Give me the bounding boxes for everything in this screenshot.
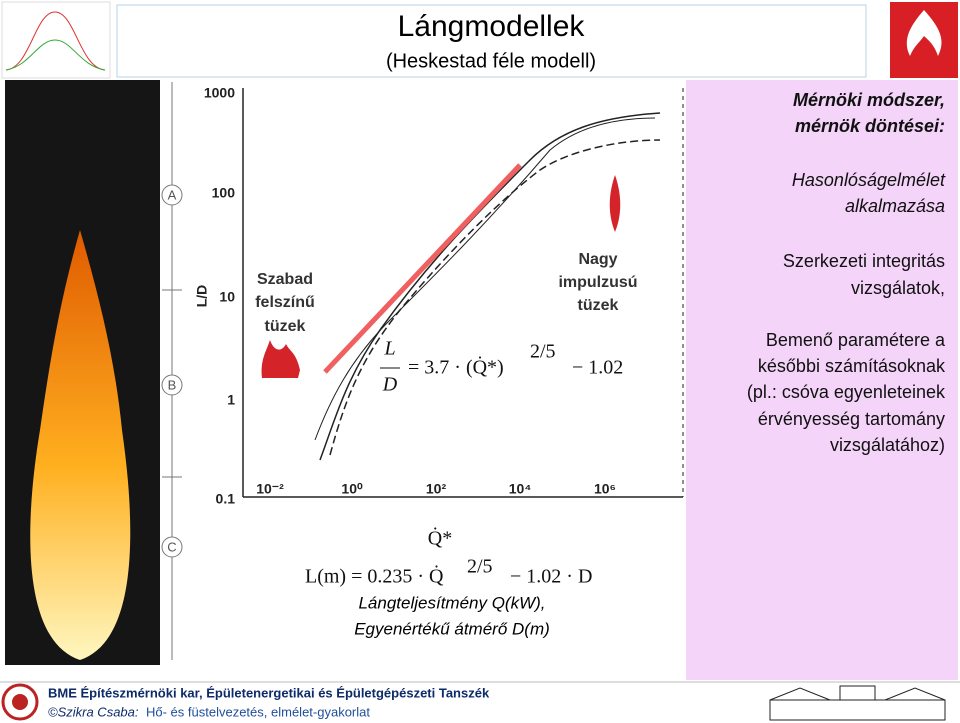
legend-line: Egyenértékű átmérő D(m) — [354, 619, 550, 638]
zone-circle — [161, 536, 183, 558]
zone-label: C — [167, 539, 176, 554]
side-text: Bemenő paramétere a — [766, 330, 946, 350]
subtitle: (Heskestad féle modell) — [386, 50, 596, 72]
side-heading: mérnök döntései: — [795, 116, 945, 136]
footer-author: ©Szikra Csaba: — [48, 704, 139, 719]
annotation: impulzusú — [558, 274, 637, 291]
formula-tail: − 1.02 — [572, 357, 623, 379]
side-text: vizsgálatok, — [851, 278, 945, 298]
footer-logo-core — [12, 694, 28, 710]
annotation: felszínű — [255, 294, 315, 311]
y-tick-label: 1 — [227, 392, 235, 408]
footer-building — [769, 685, 946, 721]
zone-label: B — [168, 377, 177, 392]
flame — [30, 230, 131, 660]
footer-institution: BME Építészmérnöki kar, Épületenergetika… — [48, 685, 490, 700]
y-tick-label: 0.1 — [216, 491, 236, 507]
fit-line — [323, 163, 522, 374]
legend-line: Lángteljesítmény Q(kW), — [358, 593, 545, 612]
x-tick-label: 10² — [426, 481, 447, 497]
side-text: Szerkezeti integritás — [783, 251, 945, 271]
zone-circle — [161, 184, 183, 206]
annotation: tüzek — [265, 318, 306, 335]
title: Lángmodellek — [398, 10, 586, 43]
x-axis-label: Q̇* — [428, 526, 452, 550]
x-tick-label: 10⁴ — [509, 481, 532, 497]
side-text: vizsgálatához) — [830, 435, 945, 455]
side-method: Hasonlóságelmélet — [792, 170, 946, 190]
y-tick-label: 100 — [212, 185, 236, 201]
curve — [329, 139, 661, 456]
side-text: későbbi számításoknak — [758, 356, 946, 376]
building-roof — [769, 685, 946, 701]
building-base — [769, 699, 946, 721]
footer-course: Hő- és füstelvezetés, elmélet-gyakorlat — [146, 704, 370, 719]
formula2-exponent: 2/5 — [467, 556, 493, 578]
zone-label: A — [168, 187, 177, 202]
annotation: tüzek — [578, 297, 619, 314]
curve — [314, 117, 656, 441]
zone-circle — [161, 374, 183, 396]
side-text: (pl.: csóva egyenleteinek — [747, 382, 946, 402]
y-tick-label: 1000 — [204, 85, 235, 101]
thumb-curve — [5, 39, 106, 71]
formula2-body: L(m) = 0.235 · Q̇ — [305, 564, 444, 588]
formula2-tail: − 1.02 · D — [510, 566, 592, 588]
side-text: érvényesség tartomány — [758, 409, 945, 429]
thumb-curve — [5, 11, 106, 71]
title-box — [116, 4, 867, 78]
y-tick-label: 10 — [219, 289, 235, 305]
x-tick-label: 10⁶ — [594, 481, 616, 497]
y-axis-label: L/D — [194, 285, 210, 308]
annotation: Szabad — [257, 271, 313, 288]
logo-flame — [906, 10, 942, 56]
formula-body: = 3.7 · (Q̇*) — [408, 355, 504, 379]
side-panel — [686, 80, 958, 680]
formula-numerator: L — [383, 338, 395, 360]
formula-exponent: 2/5 — [530, 341, 556, 363]
x-tick-label: 10⁻² — [256, 481, 284, 497]
fire-icon — [261, 340, 300, 378]
side-heading: Mérnöki módszer, — [793, 90, 945, 110]
annotation: Nagy — [578, 251, 617, 268]
jet-icon — [609, 175, 621, 232]
side-method: alkalmazása — [845, 196, 945, 216]
x-tick-label: 10⁰ — [341, 481, 363, 497]
formula-denominator: D — [382, 374, 398, 396]
